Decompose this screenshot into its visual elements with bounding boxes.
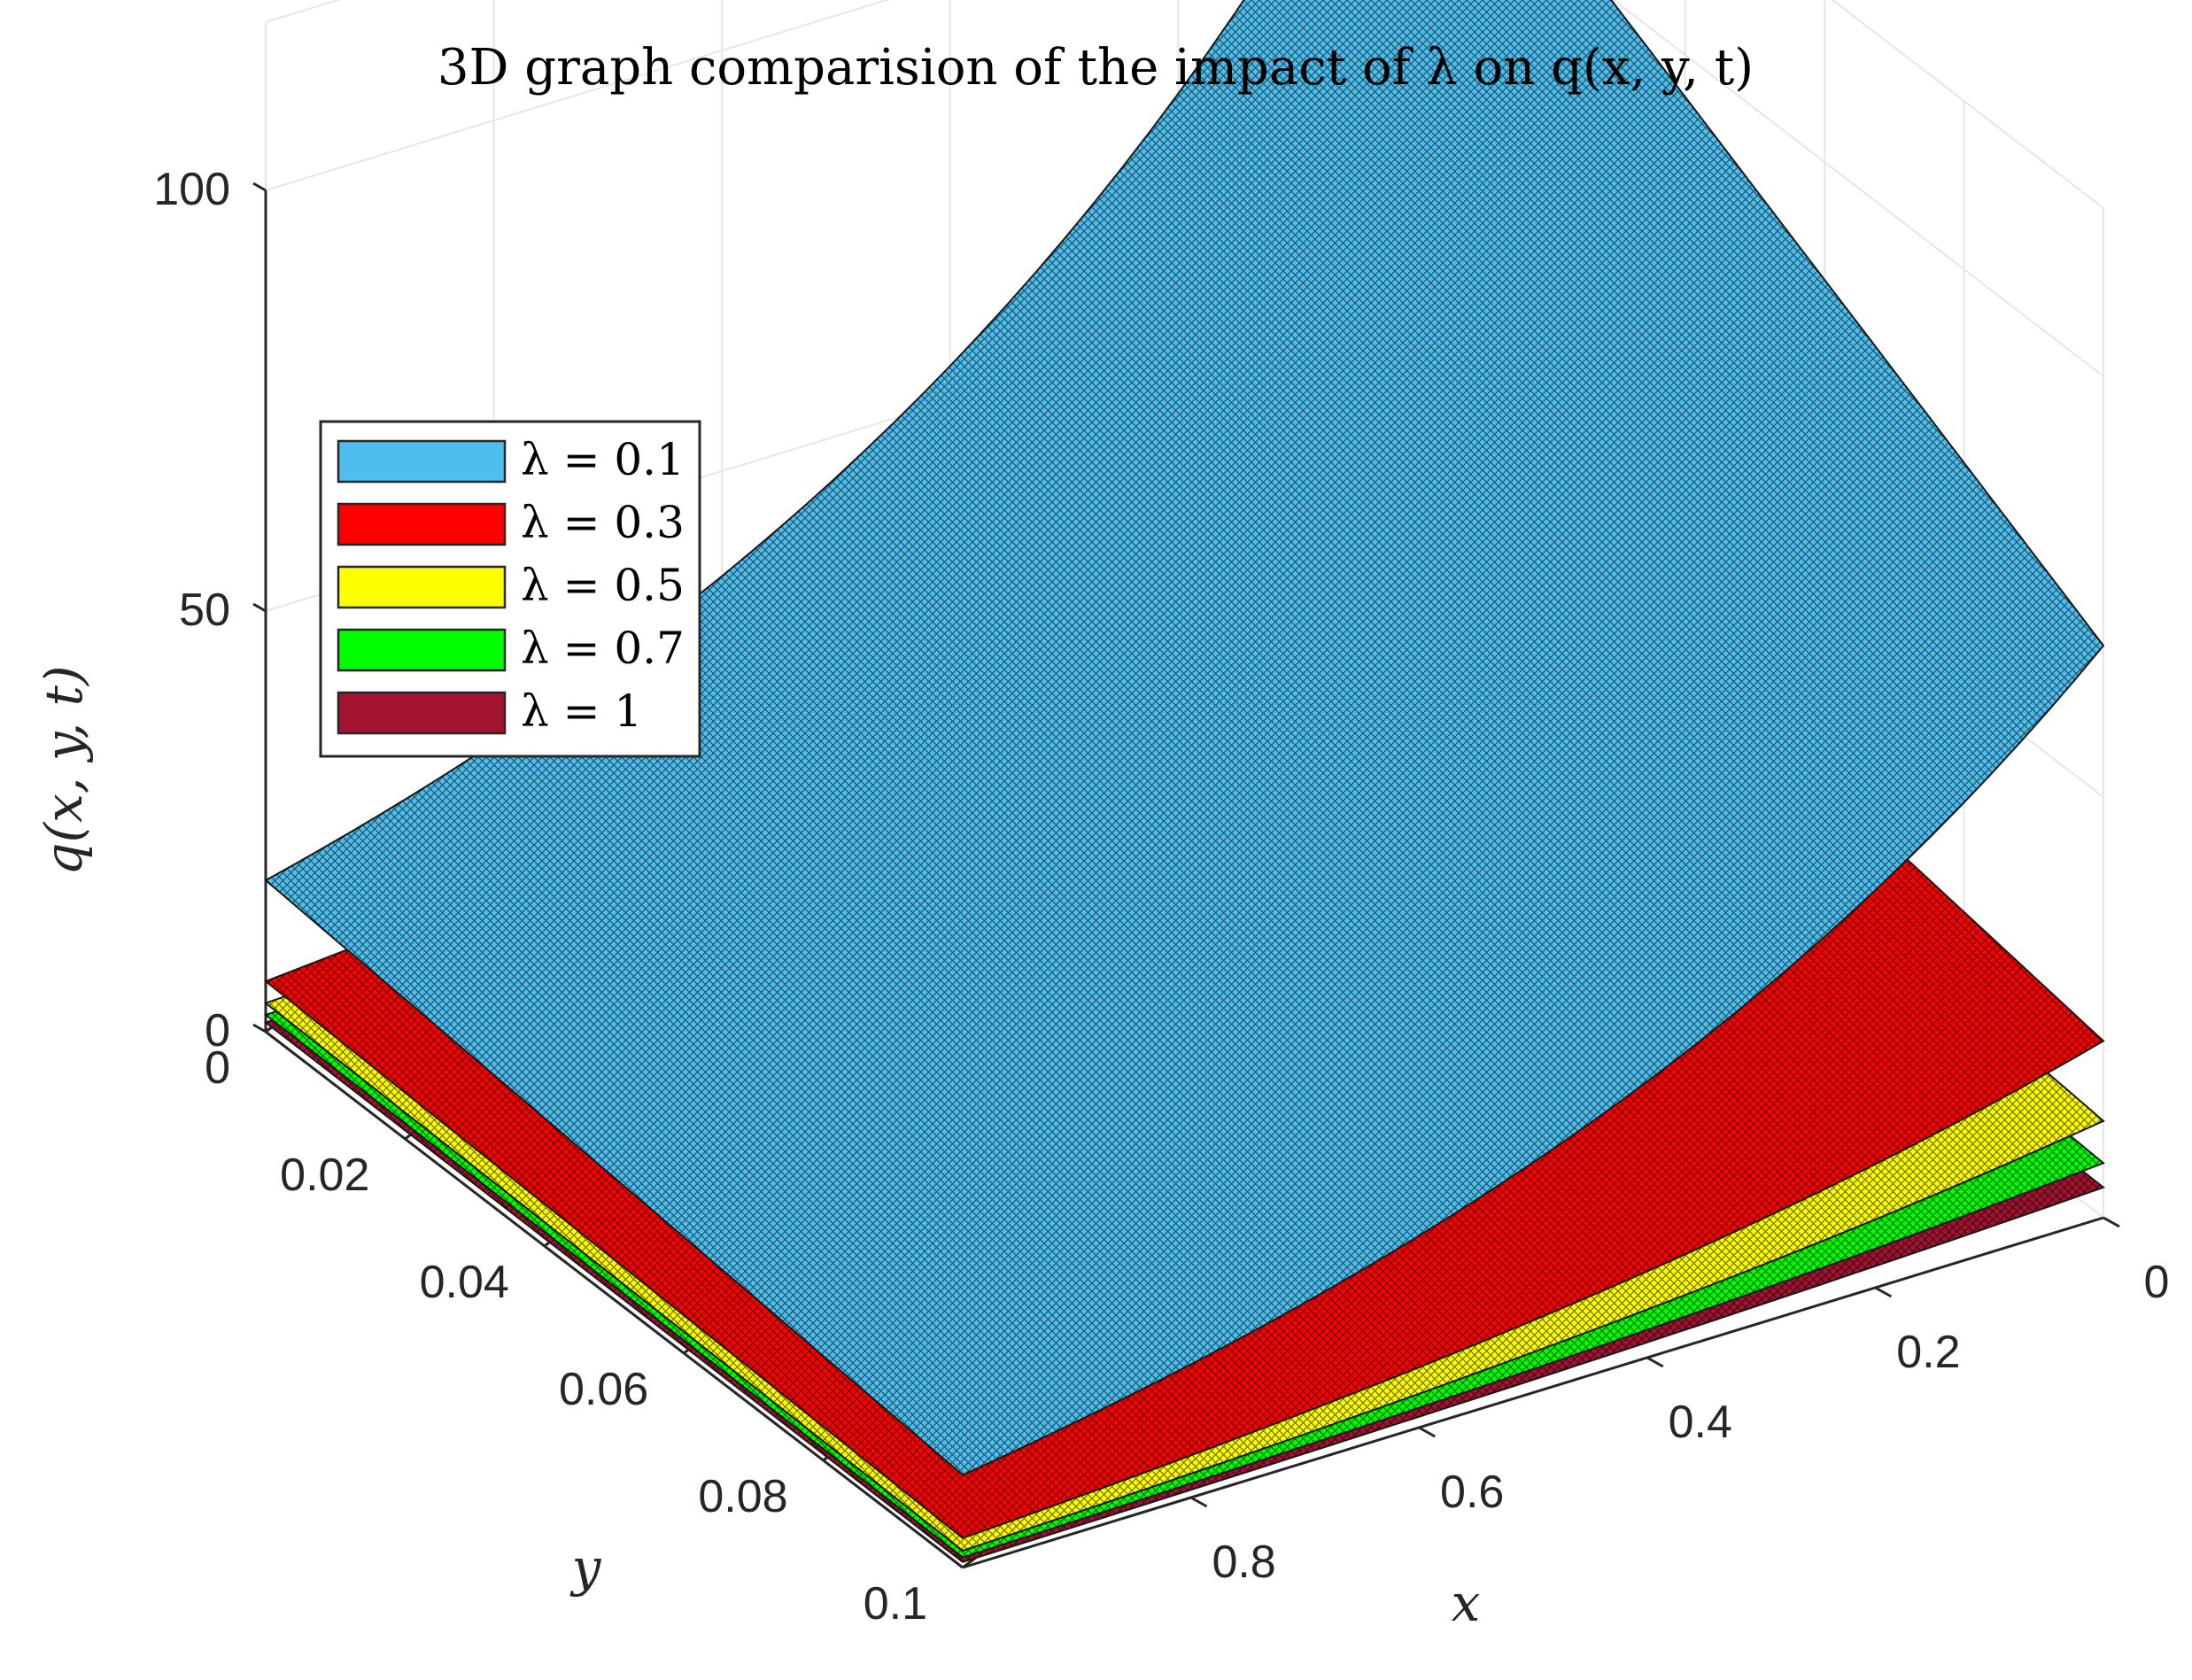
legend-label: λ = 0.3 — [521, 497, 685, 548]
x-axis-title: x — [1452, 1573, 1481, 1633]
y-axis-title: y — [569, 1537, 602, 1598]
x-tick — [1189, 1496, 1208, 1508]
z-tick — [252, 182, 267, 192]
surface-layer — [263, 0, 2106, 1563]
x-tick — [2103, 1216, 2120, 1228]
legend-swatch — [337, 628, 507, 672]
y-tick-label: 0.1 — [864, 1578, 927, 1630]
legend-swatch — [337, 502, 507, 546]
y-tick-label: 0.06 — [559, 1364, 648, 1415]
z-tick-label: 50 — [179, 585, 230, 636]
x-tick-label: 0.2 — [1896, 1327, 1960, 1378]
legend-label: λ = 0.5 — [521, 560, 685, 611]
grid-line — [1831, 0, 2104, 209]
x-axis-line — [962, 1216, 2104, 1569]
x-tick-label: 0.6 — [1440, 1467, 1504, 1518]
y-tick-label: 0.04 — [420, 1257, 509, 1308]
y-tick-label: 0.08 — [698, 1471, 787, 1522]
label-layer: 0 50 100 0 0.02 0.04 0.06 0.08 0.1 0 0.2 0.4 0.6 0.8 — [153, 164, 2169, 1630]
y-axis-line — [265, 1030, 964, 1569]
legend-swatch — [337, 565, 507, 609]
grid-line — [1612, 0, 2104, 377]
x-tick-label: 0.8 — [1212, 1537, 1275, 1588]
legend-label: λ = 0.1 — [521, 434, 685, 485]
legend-swatch — [337, 439, 507, 484]
z-tick — [252, 1023, 267, 1034]
legend: λ = 0.1 λ = 0.3 λ = 0.5 λ = 0.7 λ = 1 — [319, 420, 701, 758]
x-tick — [1874, 1286, 1893, 1298]
x-tick-label: 0.4 — [1669, 1397, 1732, 1448]
legend-label: λ = 1 — [521, 685, 642, 737]
x-tick-label: 0 — [2144, 1257, 2170, 1308]
chart-title: 3D graph comparision of the impact of λ … — [438, 39, 1754, 97]
z-tick-label: 100 — [153, 164, 230, 215]
y-tick-label: 0.02 — [280, 1150, 369, 1201]
surface-mesh — [266, 0, 2103, 1475]
y-tick-label: 0 — [205, 1042, 230, 1094]
x-tick — [1418, 1426, 1436, 1438]
z-tick — [252, 602, 267, 613]
legend-label: λ = 0.7 — [521, 623, 685, 674]
legend-swatch — [337, 691, 507, 735]
z-axis-title: q(x, y, t) — [34, 665, 94, 875]
z-tick-label: 0 — [205, 1005, 230, 1057]
grid-line — [265, 0, 890, 191]
x-tick — [1646, 1356, 1664, 1368]
